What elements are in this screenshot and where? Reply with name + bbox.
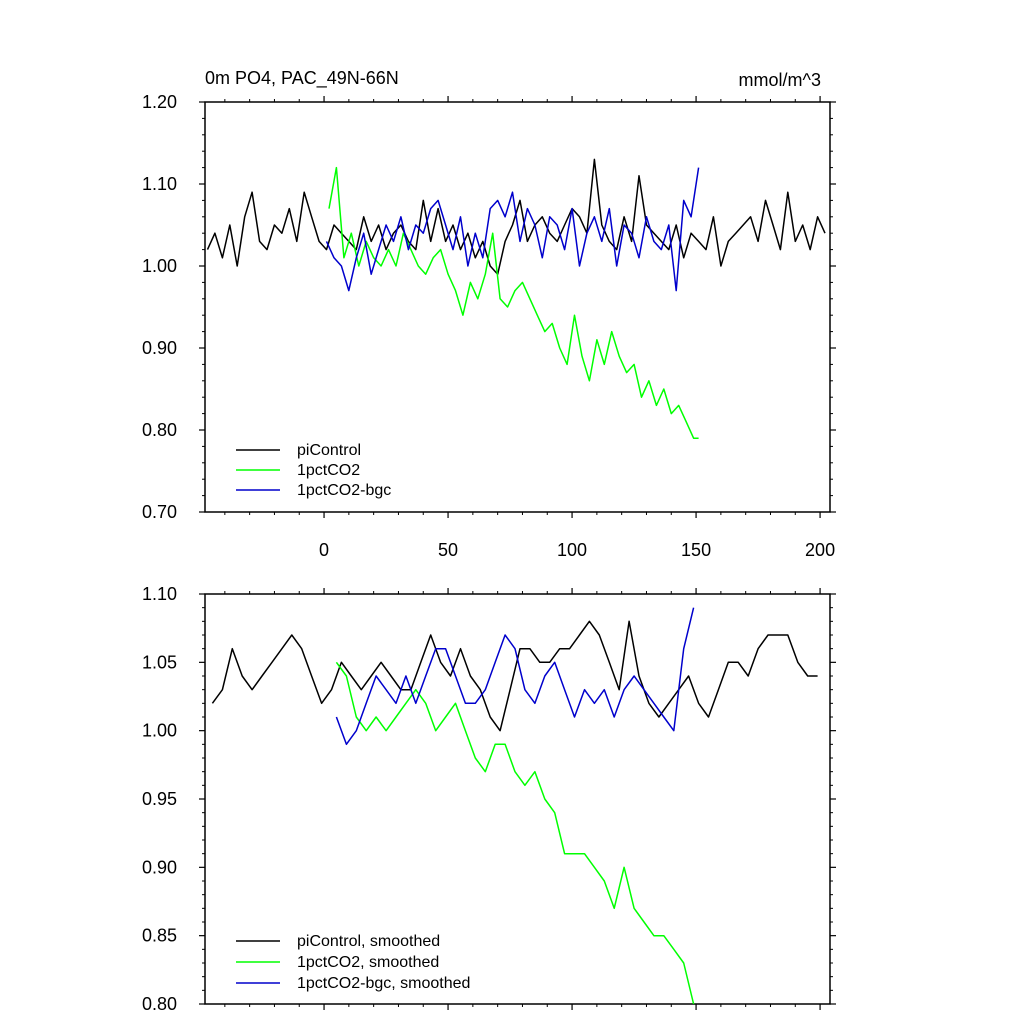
legend-label-1pctco2-smoothed: 1pctCO2, smoothed [297,954,439,971]
axis-ticks: 0.70 0.80 0.90 1.00 1.10 1.20 0 50 100 150 200 [142,92,836,560]
legend-label-1pctco2-bgc: 1pctCO2-bgc [297,482,391,499]
series-line-1pctco2-bgc-smoothed [335,607,695,746]
legend-label-picontrol-smoothed: piControl, smoothed [297,933,440,950]
y-tick-label: 1.20 [142,92,177,112]
series-line-1pctco2-smoothed [335,661,695,1005]
series-line-1pctco2-bgc [325,167,700,292]
plot-frame [204,101,831,513]
y-tick-label: 1.00 [142,256,177,276]
x-tick-label: 50 [438,540,458,560]
legend: piControl, smoothed 1pctCO2, smoothed 1p… [236,933,470,992]
chart-title: 0m PO4, PAC_49N-66N [205,68,399,89]
x-tick-label: 200 [805,540,835,560]
series-lines [211,607,818,1005]
legend-label-1pctco2: 1pctCO2 [297,462,360,479]
y-tick-label: 0.80 [142,420,177,440]
y-tick-label: 0.90 [142,857,177,877]
axis-ticks: 0.80 0.85 0.90 0.95 1.00 1.05 1.10 [142,584,836,1014]
y-tick-label: 0.80 [142,994,177,1014]
y-tick-label: 0.90 [142,338,177,358]
y-tick-label: 1.10 [142,584,177,604]
y-tick-label: 0.95 [142,789,177,809]
legend-label-picontrol: piControl [297,442,361,459]
y-tick-label: 1.00 [142,721,177,741]
bottom-panel: 0.80 0.85 0.90 0.95 1.00 1.05 1.10 piControl, … [142,584,836,1014]
y-tick-label: 1.10 [142,174,177,194]
y-tick-label: 1.05 [142,652,177,672]
legend: piControl 1pctCO2 1pctCO2-bgc [236,442,391,499]
y-tick-label: 0.85 [142,926,177,946]
legend-label-1pctco2-bgc-smoothed: 1pctCO2-bgc, smoothed [297,975,470,992]
units-label: mmol/m^3 [739,70,821,90]
series-line-1pctco2 [328,166,699,439]
x-tick-label: 150 [681,540,711,560]
series-lines [206,158,826,439]
y-tick-label: 0.70 [142,502,177,522]
top-panel: 0m PO4, PAC_49N-66N mmol/m^3 0.70 0.80 0.9… [142,68,836,560]
x-tick-label: 100 [557,540,587,560]
x-tick-label: 0 [319,540,329,560]
series-line-picontrol-smoothed [211,620,818,732]
